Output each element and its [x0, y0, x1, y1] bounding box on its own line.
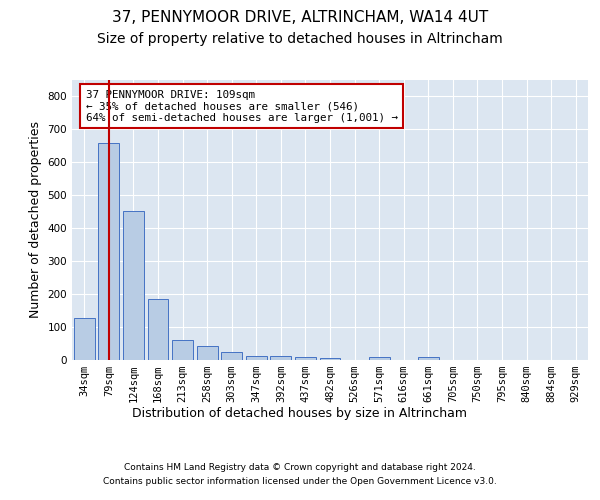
Text: Distribution of detached houses by size in Altrincham: Distribution of detached houses by size … — [133, 408, 467, 420]
Bar — [320, 358, 340, 360]
Bar — [148, 299, 169, 360]
Y-axis label: Number of detached properties: Number of detached properties — [29, 122, 42, 318]
Bar — [74, 318, 95, 360]
Bar — [98, 143, 119, 360]
Text: 37 PENNYMOOR DRIVE: 109sqm
← 35% of detached houses are smaller (546)
64% of sem: 37 PENNYMOOR DRIVE: 109sqm ← 35% of deta… — [86, 90, 398, 123]
Bar — [368, 358, 389, 360]
Bar — [123, 211, 144, 360]
Text: Size of property relative to detached houses in Altrincham: Size of property relative to detached ho… — [97, 32, 503, 46]
Bar — [172, 340, 193, 360]
Bar — [295, 356, 316, 360]
Bar — [221, 352, 242, 360]
Bar — [418, 358, 439, 360]
Text: 37, PENNYMOOR DRIVE, ALTRINCHAM, WA14 4UT: 37, PENNYMOOR DRIVE, ALTRINCHAM, WA14 4U… — [112, 10, 488, 25]
Text: Contains public sector information licensed under the Open Government Licence v3: Contains public sector information licen… — [103, 478, 497, 486]
Bar — [197, 346, 218, 360]
Bar — [246, 356, 267, 360]
Text: Contains HM Land Registry data © Crown copyright and database right 2024.: Contains HM Land Registry data © Crown c… — [124, 462, 476, 471]
Bar — [271, 356, 292, 360]
